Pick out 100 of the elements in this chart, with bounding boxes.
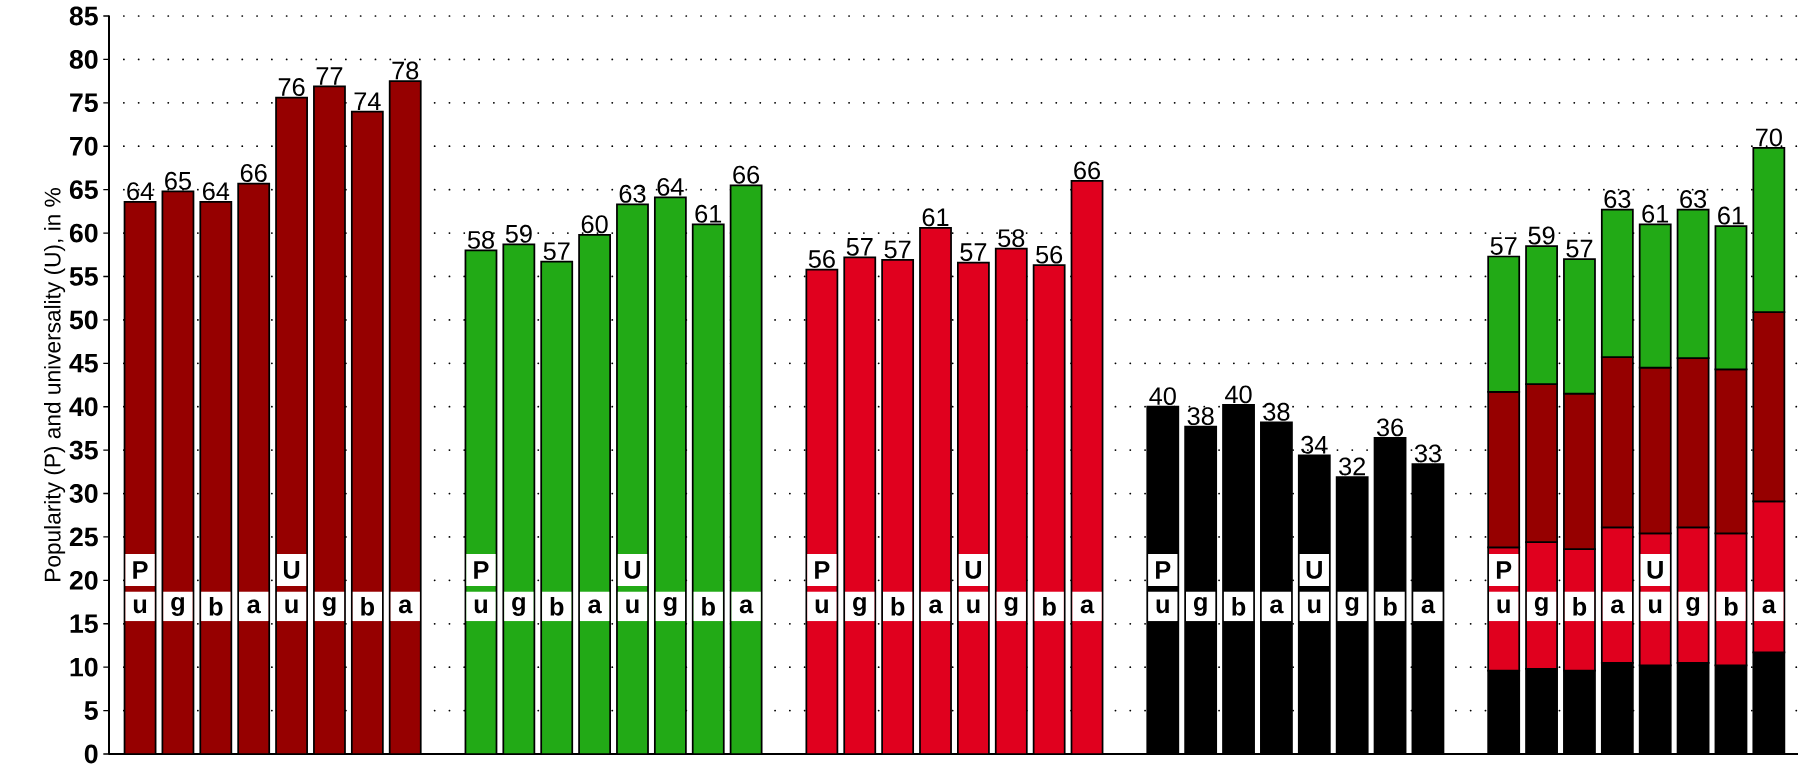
data-label: 58 (467, 230, 494, 249)
total-label: 63 (1680, 190, 1707, 209)
x-tick-label: b (891, 597, 905, 616)
y-tick-label: 25 (69, 527, 98, 547)
x-tick-label: a (739, 599, 754, 614)
x-tick-label: u (1156, 599, 1169, 614)
data-label: 64 (127, 182, 154, 201)
x-tick-label: u (285, 599, 298, 614)
annotation: P (1156, 561, 1171, 579)
x-tick-label: b (1043, 597, 1056, 616)
data-label: 56 (1036, 245, 1063, 264)
data-label: 64 (203, 182, 230, 201)
x-tick-label: g (512, 596, 525, 616)
y-tick-label: 50 (69, 310, 98, 330)
x-tick-label: b (361, 597, 375, 616)
data-label: 57 (846, 238, 873, 256)
annotation: U (1306, 561, 1322, 579)
data-label: 57 (960, 243, 987, 261)
y-tick-label: 85 (69, 6, 98, 26)
x-tick-label: b (1724, 597, 1738, 616)
y-tick-label: 70 (70, 136, 98, 156)
data-label: 60 (581, 215, 608, 234)
data-label: 61 (922, 208, 949, 227)
data-label: 61 (695, 204, 722, 223)
x-tick-label: u (967, 599, 980, 614)
data-label: 33 (1414, 444, 1441, 463)
x-tick-label: g (1004, 596, 1018, 616)
x-tick-label: b (1573, 597, 1587, 616)
annotation: U (1647, 561, 1663, 579)
annotation: U (283, 561, 300, 579)
x-tick-label: g (171, 596, 184, 616)
x-tick-label: a (588, 599, 602, 614)
y-tick-label: 55 (69, 267, 98, 286)
data-label: 57 (884, 240, 911, 259)
x-tick-label: a (247, 599, 261, 614)
x-tick-label: u (1497, 599, 1510, 614)
x-tick-label: b (209, 597, 223, 616)
x-tick-label: b (550, 597, 564, 616)
x-tick-label: g (1534, 596, 1548, 616)
data-label: 40 (1225, 385, 1252, 404)
annotation: P (815, 561, 830, 579)
total-label: 63 (1604, 190, 1631, 209)
total-label: 57 (1566, 239, 1593, 258)
data-label: 40 (1149, 387, 1176, 406)
data-label: 59 (505, 224, 532, 243)
annotation: U (624, 561, 641, 579)
data-label: 78 (392, 61, 419, 80)
y-tick-label: 0 (84, 744, 98, 764)
data-label: 32 (1339, 457, 1365, 476)
total-label: 70 (1756, 128, 1782, 147)
annotation: P (474, 561, 489, 579)
data-label: 36 (1376, 418, 1404, 437)
y-axis-title: Popularity (P) and universality (U), in % (44, 188, 66, 581)
x-tick-label: b (1384, 597, 1397, 616)
total-label: 59 (1528, 226, 1555, 245)
y-tick-label: 45 (69, 354, 98, 373)
data-label: 66 (240, 164, 267, 182)
y-tick-label: 60 (69, 223, 98, 243)
y-tick-label: 5 (84, 701, 98, 720)
y-tick-label: 30 (69, 484, 98, 503)
x-tick-label: u (626, 599, 639, 614)
x-tick-label: u (815, 599, 828, 614)
y-tick-label: 15 (70, 614, 98, 634)
x-tick-label: g (853, 596, 866, 616)
x-tick-label: u (1649, 599, 1662, 614)
data-label: 38 (1263, 402, 1290, 421)
x-tick-label: a (398, 599, 413, 614)
x-tick-label: b (702, 597, 715, 616)
x-tick-label: g (663, 596, 677, 616)
y-tick-label: 75 (70, 93, 98, 113)
total-label: 57 (1490, 237, 1517, 255)
total-label: 61 (1718, 206, 1744, 225)
x-tick-label: u (1308, 599, 1321, 614)
y-tick-label: 65 (69, 180, 98, 200)
y-tick-label: 35 (69, 440, 98, 460)
x-tick-label: g (322, 596, 336, 616)
x-tick-label: b (1232, 597, 1246, 616)
x-tick-label: g (1345, 596, 1359, 616)
x-tick-label: g (1193, 596, 1207, 616)
x-tick-label: a (1611, 599, 1625, 614)
x-tick-label: a (1421, 599, 1436, 614)
x-tick-label: u (133, 599, 147, 614)
data-label: 66 (733, 165, 760, 184)
data-label: 63 (619, 184, 646, 203)
x-tick-label: g (1686, 596, 1700, 616)
data-label: 66 (1074, 161, 1100, 180)
data-label: 56 (808, 249, 835, 268)
annotation: U (965, 561, 981, 579)
x-tick-label: a (1270, 599, 1284, 614)
data-label: 77 (316, 67, 343, 85)
x-tick-label: a (929, 599, 943, 614)
data-label: 57 (543, 242, 570, 261)
y-tick-label: 10 (70, 657, 98, 677)
data-label: 64 (657, 177, 684, 196)
data-label: 34 (1301, 435, 1328, 454)
annotation: P (1496, 561, 1512, 579)
x-tick-label: u (474, 599, 488, 614)
y-tick-label: 40 (69, 397, 98, 417)
total-label: 61 (1642, 204, 1669, 223)
data-label: 74 (354, 92, 381, 110)
